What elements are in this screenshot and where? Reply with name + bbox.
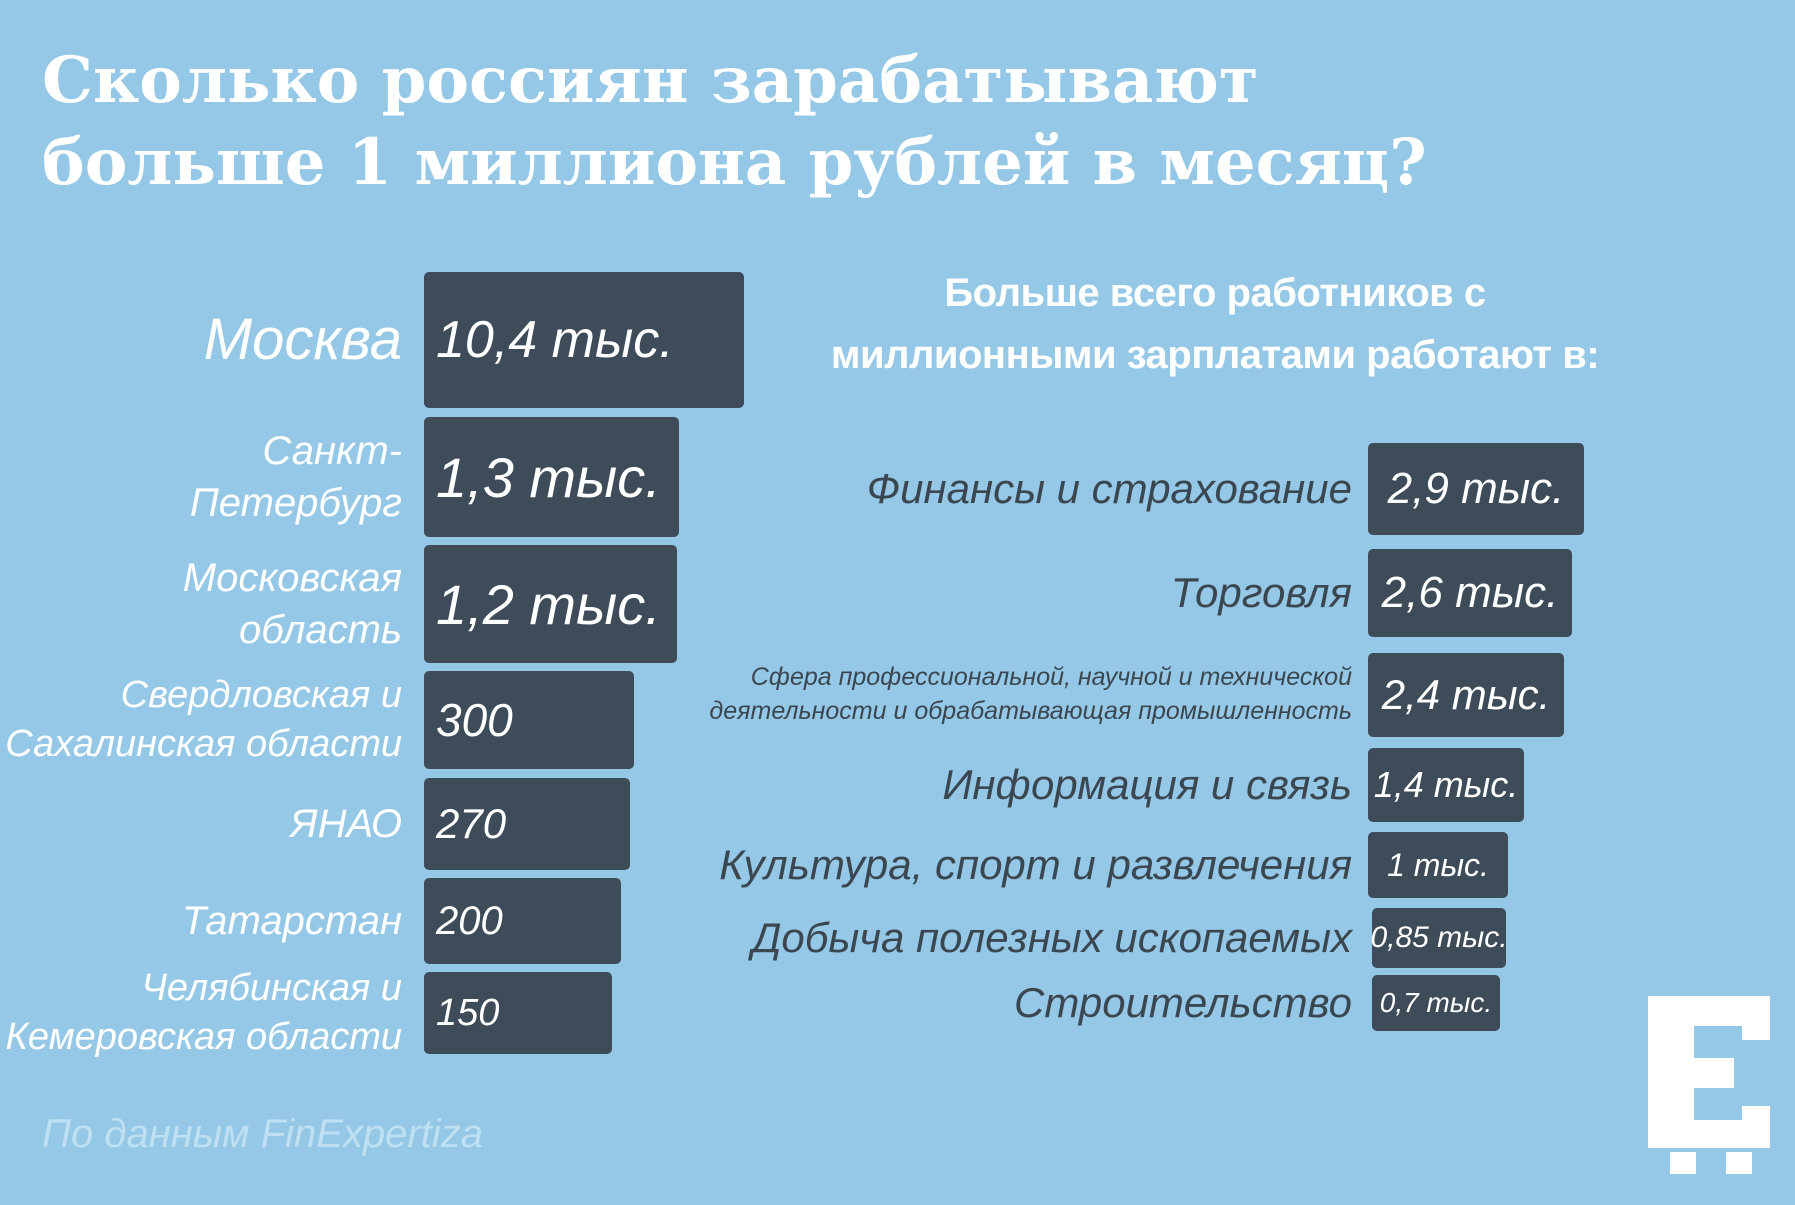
- region-bar-value: 10,4 тыс.: [436, 311, 674, 369]
- region-label-line: Татарстан: [181, 899, 402, 943]
- region-label-line: Санкт-: [262, 429, 402, 473]
- region-label-line: Московская: [182, 556, 402, 600]
- subtitle-line: Больше всего работников с: [944, 271, 1486, 315]
- region-bar-value: 1,3 тыс.: [436, 445, 661, 509]
- region-label: Челябинская и Кемеровская области: [5, 967, 402, 1058]
- region-label-line: Сахалинская области: [5, 723, 402, 765]
- region-bar: [424, 878, 621, 964]
- region-bar: [424, 972, 612, 1054]
- industry-bar: [1368, 832, 1508, 898]
- region-label-line: Петербург: [189, 481, 402, 525]
- region-label: Татарстан: [30, 878, 402, 964]
- industry-label: Торговля: [800, 549, 1352, 637]
- region-bar: [424, 545, 677, 663]
- source-note: По данным FinExpertiza: [42, 1112, 483, 1156]
- right-chart-heading: Больше всего работников с миллионными за…: [820, 262, 1610, 386]
- industry-label: Сфера профессиональной, научной и технич…: [709, 653, 1352, 737]
- industry-bar-value: 0,7 тыс.: [1379, 987, 1493, 1018]
- region-label-line: Челябинская и: [141, 966, 402, 1009]
- e-letter-logo-icon: [1648, 996, 1770, 1174]
- region-label-line: область: [238, 608, 402, 652]
- region-label: Москва: [30, 272, 402, 408]
- region-label-line: Москва: [203, 307, 402, 373]
- region-bar-value: 300: [436, 694, 513, 746]
- region-bar: [424, 272, 744, 408]
- industry-label-line: Культура, спорт и развлечения: [719, 840, 1352, 888]
- industry-label: Культура, спорт и развлечения: [719, 832, 1352, 898]
- region-label-line: Свердловская и: [120, 673, 402, 716]
- region-label-line: Кемеровская области: [5, 1016, 402, 1058]
- industry-bar: [1368, 443, 1584, 535]
- industry-label: Финансы и страхование: [800, 443, 1352, 535]
- industry-bar: [1368, 549, 1572, 637]
- region-label: Свердловская и Сахалинская области: [5, 671, 402, 769]
- region-bar-value: 270: [436, 800, 507, 847]
- region-label-line: ЯНАО: [290, 802, 402, 846]
- industry-bar-value: 2,9 тыс.: [1387, 464, 1565, 513]
- region-bar: [424, 671, 634, 769]
- title-line: Сколько россиян зарабатывают: [42, 43, 1259, 118]
- industry-label: Информация и связь: [800, 748, 1352, 822]
- industry-label-line: Строительство: [1014, 978, 1352, 1026]
- region-bar-value: 150: [436, 991, 500, 1034]
- industry-label-line: Торговля: [1170, 568, 1352, 616]
- industry-bar: [1368, 653, 1564, 737]
- chart-title: Сколько россиян зарабатывают больше 1 ми…: [42, 40, 1542, 204]
- region-label: Московская область: [30, 545, 402, 663]
- industry-label-line: деятельности и обрабатывающая промышленн…: [709, 697, 1352, 725]
- industry-label-line: Информация и связь: [942, 760, 1352, 808]
- region-bar: [424, 417, 680, 537]
- region-bar: [424, 778, 631, 870]
- industry-bar-value: 1 тыс.: [1387, 846, 1489, 883]
- industry-label-line: Сфера профессиональной, научной и технич…: [750, 663, 1352, 692]
- industry-bar: [1372, 975, 1500, 1031]
- region-label: ЯНАО: [30, 778, 402, 870]
- industry-bar: [1368, 748, 1524, 822]
- title-line: больше 1 миллиона рублей в месяц?: [42, 125, 1427, 200]
- industry-bar-value: 2,6 тыс.: [1381, 568, 1559, 617]
- industry-label: Добыча полезных ископаемых: [752, 908, 1352, 968]
- industry-bar-value: 1,4 тыс.: [1373, 764, 1519, 805]
- industry-label-line: Финансы и страхование: [866, 464, 1352, 512]
- industry-bar-value: 2,4 тыс.: [1381, 671, 1551, 718]
- industry-label-line: Добыча полезных ископаемых: [751, 913, 1352, 961]
- industry-bar: [1372, 908, 1506, 968]
- region-bar-value: 1,2 тыс.: [436, 572, 661, 636]
- region-label: Санкт- Петербург: [30, 417, 402, 537]
- industry-bar-value: 0,85 тыс.: [1370, 921, 1508, 954]
- industry-label: Строительство: [800, 975, 1352, 1031]
- subtitle-line: миллионными зарплатами работают в:: [830, 333, 1600, 377]
- region-bar-value: 200: [436, 898, 503, 943]
